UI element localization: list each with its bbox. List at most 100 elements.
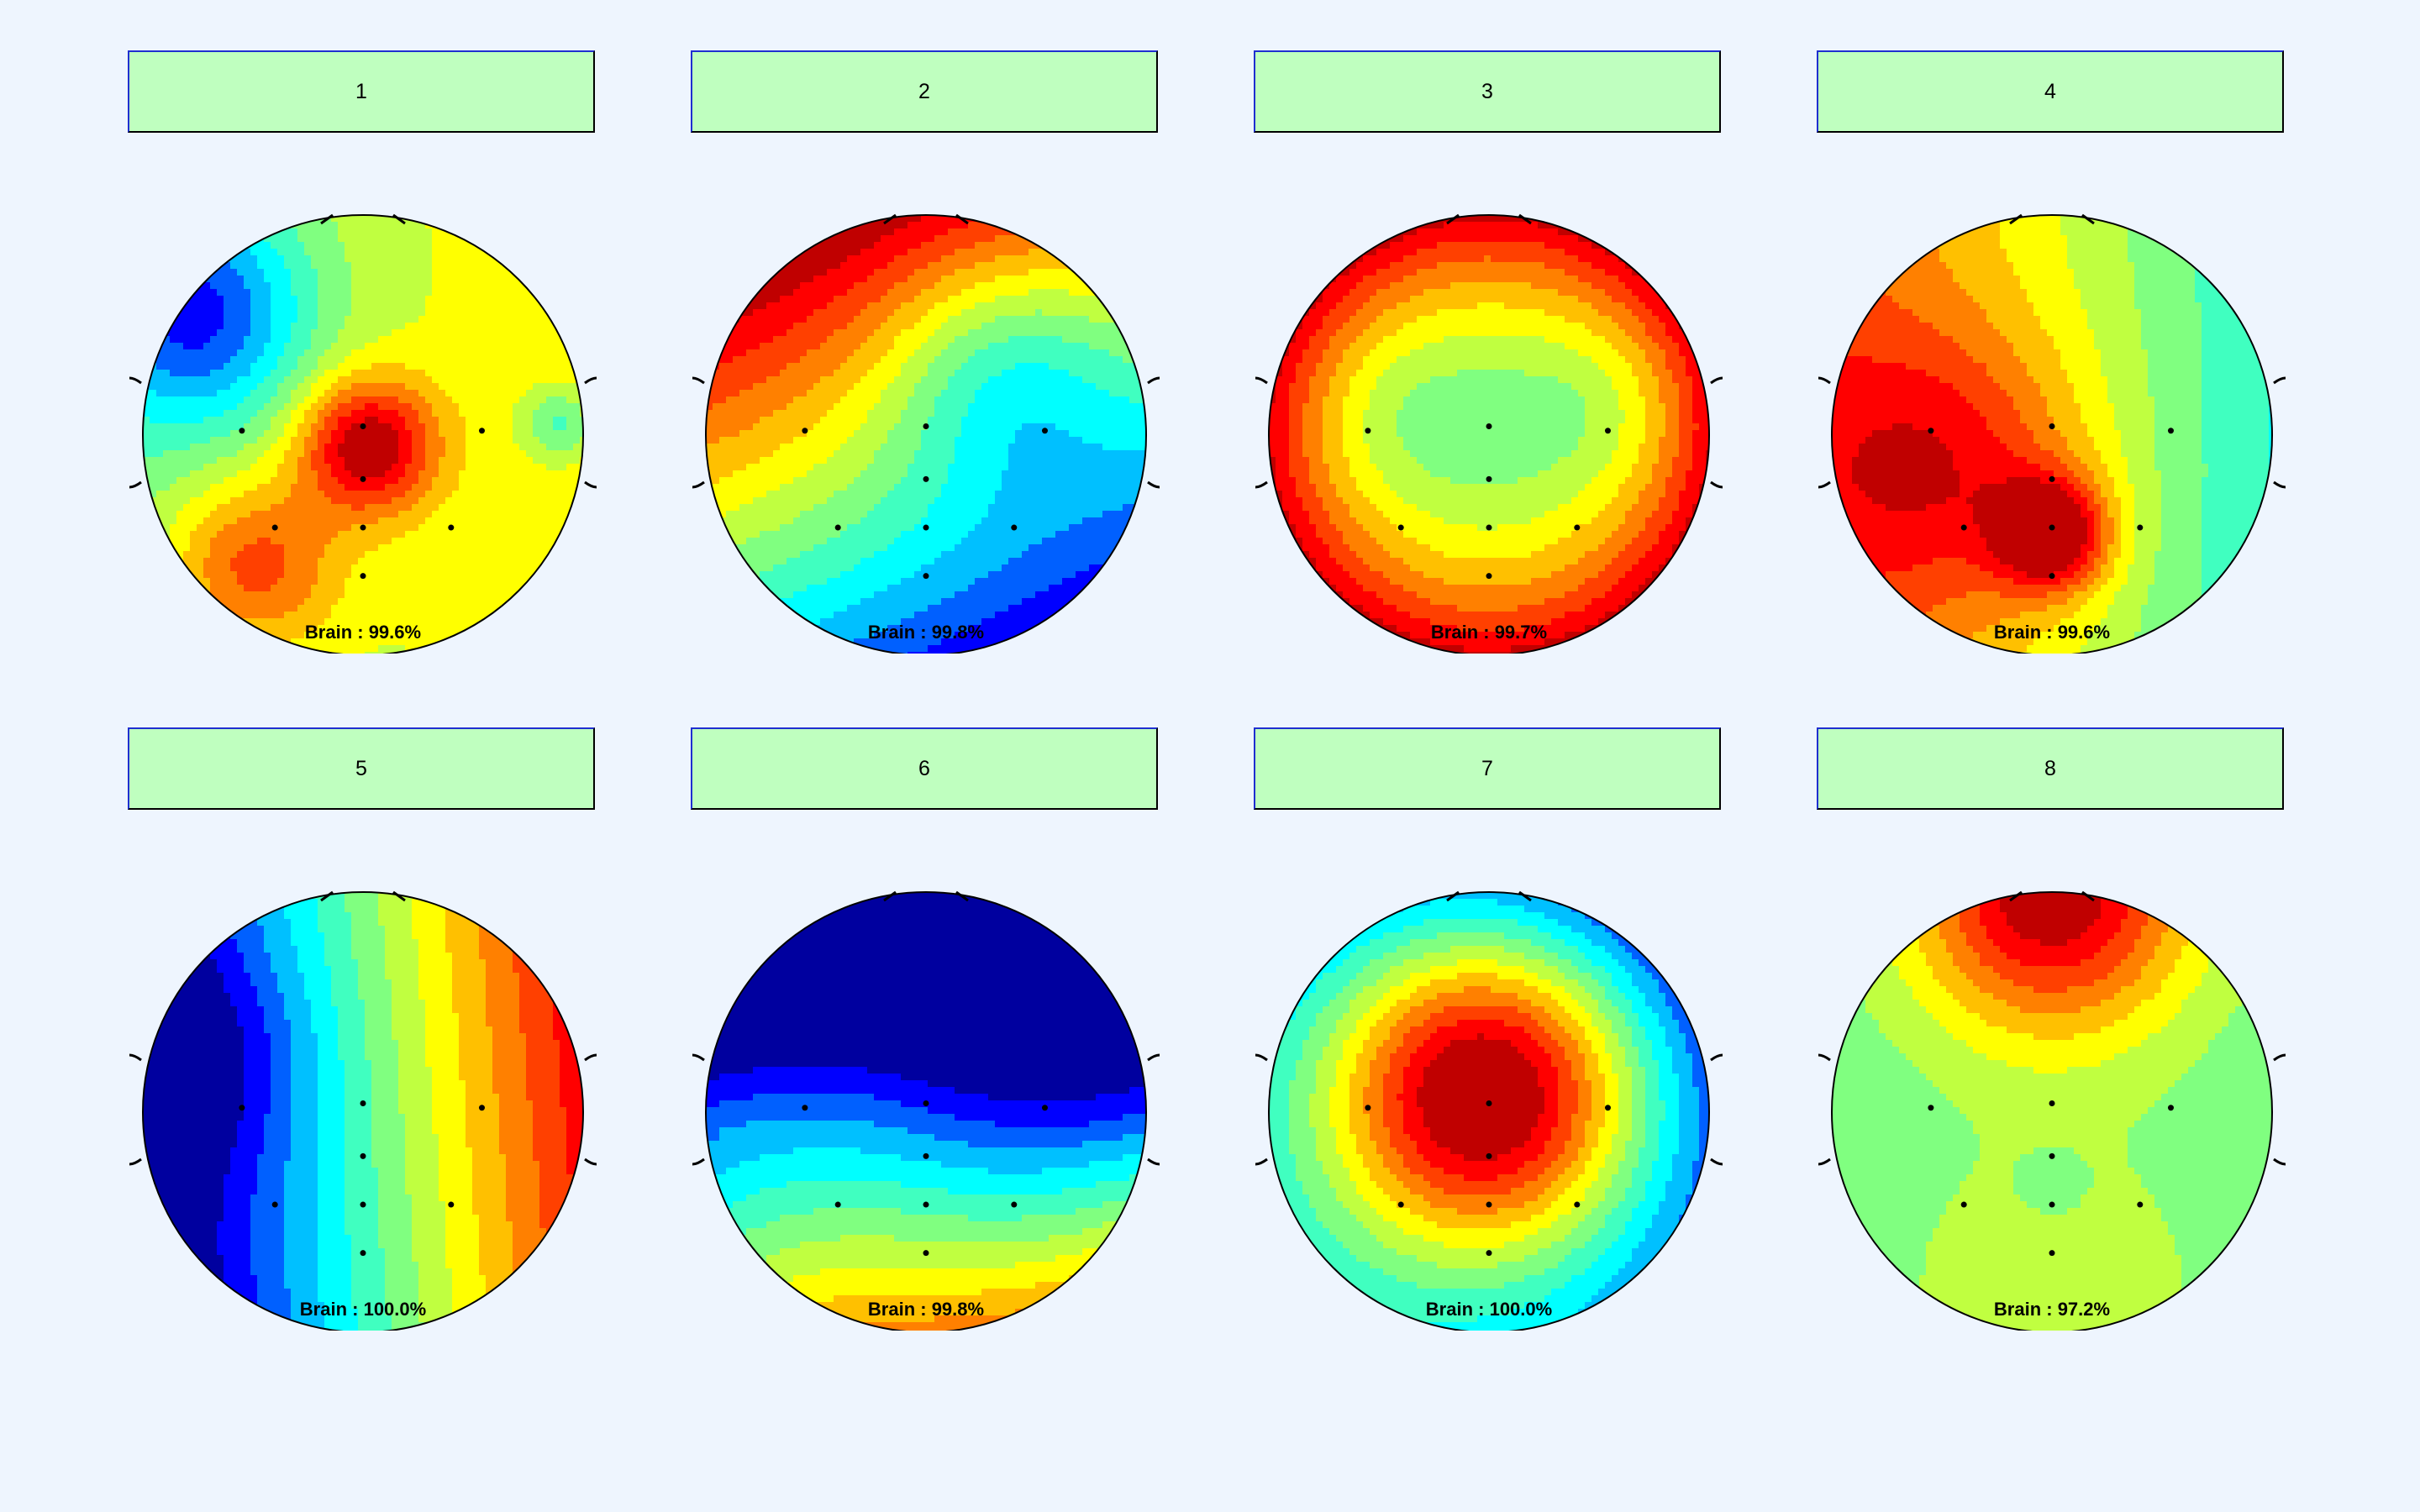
electrode-dot [2049, 573, 2055, 580]
electrode-dot [2049, 524, 2055, 531]
component-button[interactable]: 3 [1254, 50, 1721, 133]
potential-field [706, 215, 1146, 654]
brain-percentage-label: Brain : 99.8% [691, 622, 1161, 643]
electrode-dot [834, 524, 841, 531]
left-ear-marker [1255, 376, 1268, 489]
electrode-dot [1486, 1201, 1492, 1208]
electrode-dot [923, 1152, 929, 1159]
electrode-dot [1960, 524, 1967, 531]
electrode-dot [1011, 1201, 1018, 1208]
electrode-dot [1928, 1105, 1934, 1111]
brain-percentage-label: Brain : 99.8% [691, 1299, 1161, 1320]
head-outline [142, 214, 584, 654]
potential-field [143, 892, 583, 1331]
component-button[interactable]: 6 [691, 727, 1158, 810]
electrode-dot [1960, 1201, 1967, 1208]
component-button[interactable]: 7 [1254, 727, 1721, 810]
right-ear-marker [1147, 1053, 1160, 1166]
electrode-dot [923, 475, 929, 482]
component-button[interactable]: 2 [691, 50, 1158, 133]
right-ear-marker [1710, 1053, 1723, 1166]
topographic-map [1818, 890, 2286, 1331]
right-ear-marker [1147, 376, 1160, 489]
electrode-dot [1486, 1250, 1492, 1257]
nose-marker [320, 890, 406, 902]
electrode-dot [923, 573, 929, 580]
electrode-dot [448, 524, 455, 531]
head-outline [1831, 214, 2273, 654]
right-ear-marker [2273, 1053, 2286, 1166]
electrode-dot [271, 524, 278, 531]
nose-marker [320, 213, 406, 225]
electrode-dot [1574, 524, 1581, 531]
component-panel-7: 7 Brain : 100.0% [1254, 727, 1724, 1399]
nose-marker [883, 213, 969, 225]
brain-percentage-label: Brain : 100.0% [128, 1299, 598, 1320]
electrode-dot [360, 524, 366, 531]
brain-percentage-label: Brain : 99.7% [1254, 622, 1724, 643]
potential-field [1832, 892, 2272, 1331]
brain-percentage-label: Brain : 99.6% [1817, 622, 2287, 643]
electrode-dot [271, 1201, 278, 1208]
potential-field [1269, 215, 1709, 654]
nose-marker [1446, 213, 1532, 225]
electrode-dot [802, 1105, 808, 1111]
electrode-dot [1486, 475, 1492, 482]
component-button[interactable]: 1 [128, 50, 595, 133]
electrode-dot [1041, 428, 1048, 434]
electrode-dot [2167, 1105, 2174, 1111]
electrode-dot [2167, 428, 2174, 434]
electrode-dot [1011, 524, 1018, 531]
component-panel-5: 5 Brain : 100.0% [128, 727, 598, 1399]
electrode-dot [1486, 1100, 1492, 1107]
nose-marker [2009, 213, 2095, 225]
electrode-dot [923, 423, 929, 430]
right-ear-marker [1710, 376, 1723, 489]
left-ear-marker [1818, 1053, 1831, 1166]
head-outline [1268, 891, 1710, 1331]
topographic-map [692, 890, 1160, 1331]
electrode-dot [802, 428, 808, 434]
right-ear-marker [584, 1053, 597, 1166]
electrode-dot [1397, 524, 1404, 531]
electrode-dot [360, 1201, 366, 1208]
component-panel-8: 8 Brain : 97.2% [1817, 727, 2287, 1399]
electrode-dot [2049, 475, 2055, 482]
potential-field [143, 215, 583, 654]
electrode-dot [1365, 428, 1371, 434]
electrode-dot [360, 475, 366, 482]
electrode-dot [360, 1100, 366, 1107]
head-outline [1831, 891, 2273, 1331]
electrode-dot [1604, 428, 1611, 434]
topographic-map [1255, 213, 1723, 654]
electrode-dot [1604, 1105, 1611, 1111]
electrode-dot [2049, 1201, 2055, 1208]
topographic-map [692, 213, 1160, 654]
electrode-dot [2049, 1100, 2055, 1107]
head-outline [705, 891, 1147, 1331]
component-panel-4: 4 Brain : 99.6% [1817, 50, 2287, 722]
left-ear-marker [1818, 376, 1831, 489]
component-button[interactable]: 8 [1817, 727, 2284, 810]
component-panel-3: 3 Brain : 99.7% [1254, 50, 1724, 722]
electrode-dot [1486, 573, 1492, 580]
electrode-dot [2137, 524, 2144, 531]
electrode-dot [923, 524, 929, 531]
head-outline [1268, 214, 1710, 654]
electrode-dot [1365, 1105, 1371, 1111]
topographic-map [129, 890, 597, 1331]
electrode-dot [239, 428, 245, 434]
component-panel-6: 6 Brain : 99.8% [691, 727, 1161, 1399]
electrode-dot [1574, 1201, 1581, 1208]
component-button[interactable]: 5 [128, 727, 595, 810]
component-button[interactable]: 4 [1817, 50, 2284, 133]
electrode-dot [1928, 428, 1934, 434]
electrode-dot [478, 1105, 485, 1111]
electrode-dot [1486, 524, 1492, 531]
brain-percentage-label: Brain : 97.2% [1817, 1299, 2287, 1320]
electrode-dot [1486, 423, 1492, 430]
left-ear-marker [692, 1053, 705, 1166]
right-ear-marker [2273, 376, 2286, 489]
topographic-map [129, 213, 597, 654]
brain-percentage-label: Brain : 100.0% [1254, 1299, 1724, 1320]
